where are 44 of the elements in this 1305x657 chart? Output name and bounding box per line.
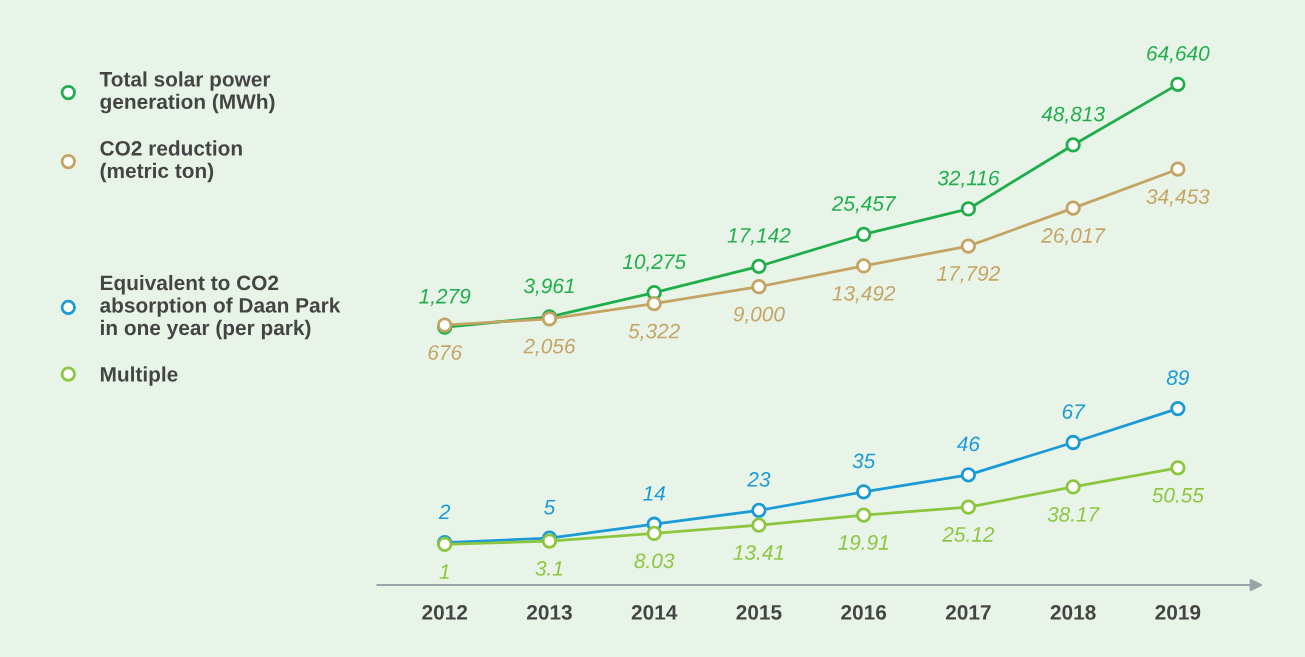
data-label: 19.91 [838,535,888,550]
data-label: 1 [439,564,449,579]
data-label: 17,142 [727,228,791,246]
data-label: 25,457 [831,196,897,214]
legend-label: Multiple [100,366,178,386]
data-label: 8.03 [634,553,675,569]
data-label: 50.55 [1152,487,1204,503]
data-label: 10,275 [622,254,687,272]
legend-label: Equivalent to CO2 absorption of Daan Park in one year (per park) [100,274,341,340]
x-tick-label: 2015 [736,604,782,620]
data-label: 1,279 [419,288,471,307]
data-label: 676 [428,345,463,360]
data-label: 3,961 [523,278,574,296]
x-tick-label: 2018 [1050,604,1096,620]
data-label: 35 [852,453,876,469]
data-label: 26,017 [1041,228,1106,246]
x-tick-label: 2014 [631,604,678,620]
data-label: 5 [544,500,556,515]
data-label: 89 [1166,370,1190,386]
data-label: 46 [956,436,980,452]
data-label: 32,116 [937,170,1000,188]
x-tick-label: 2016 [841,604,887,620]
data-label: 17,792 [937,266,1000,284]
data-label: 14 [643,486,665,501]
legend-label: Total solar power generation (MWh) [99,71,275,114]
data-label: 13.41 [733,545,784,560]
data-label: 9,000 [733,306,785,324]
x-tick-label: 2013 [527,604,572,620]
data-label: 38.17 [1047,506,1100,522]
data-label: 64,640 [1147,45,1210,64]
data-label: 48,813 [1041,106,1105,124]
data-label: 5,322 [628,323,680,341]
x-tick-label: 2012 [422,604,468,620]
data-label: 25.12 [942,527,995,542]
data-label: 13,492 [832,285,896,304]
legend-label: CO2 reduction (metric ton) [100,140,242,183]
x-tick-label: 2017 [945,604,991,620]
x-tick-label: 2019 [1155,604,1201,620]
data-label: 34,453 [1146,189,1210,207]
data-label: 2 [438,504,451,519]
data-label: 3.1 [535,561,563,576]
data-label: 2,056 [523,338,576,356]
data-label: 23 [747,472,771,487]
data-label: 67 [1062,404,1086,419]
